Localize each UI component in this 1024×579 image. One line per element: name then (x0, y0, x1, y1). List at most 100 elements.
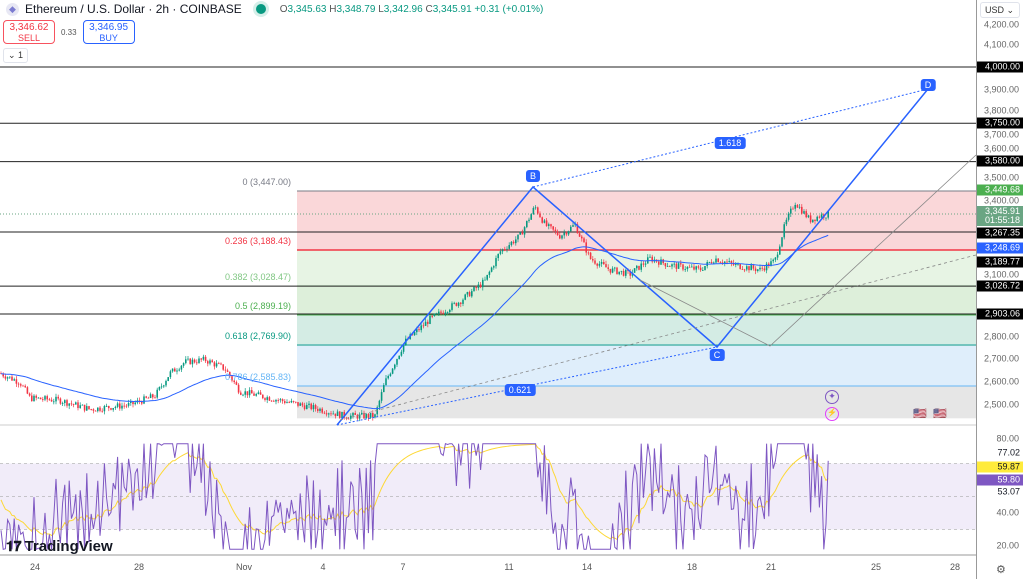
candle-body (416, 329, 418, 333)
candle-body (20, 384, 22, 386)
indicators-collapse-button[interactable]: ⌄ 1 (3, 48, 29, 63)
settings-icon[interactable]: ⚙ (996, 564, 1006, 576)
candle-body (757, 269, 759, 271)
sell-button[interactable]: 3,346.62 SELL (3, 20, 55, 44)
candle-body (798, 206, 801, 208)
candle-body (182, 363, 185, 366)
candle-body (532, 207, 535, 215)
candle-body (539, 213, 541, 218)
candle-body (796, 204, 799, 208)
candle-body (288, 402, 290, 403)
candle-body (721, 262, 724, 264)
price-tag: 3,449.68 (977, 184, 1023, 196)
fib-level-label: 0 (3,447.00) (242, 177, 291, 187)
candle-body (251, 390, 253, 394)
candle-body (748, 266, 750, 271)
candle-body (422, 325, 425, 327)
candle-body (174, 368, 176, 372)
price-axis-label: 3,700.00 (983, 129, 1019, 140)
candle-body (741, 268, 744, 270)
candle-body (55, 396, 57, 402)
candle-body (574, 224, 576, 226)
candle-body (204, 356, 207, 362)
price-axis-label: 3,500.00 (983, 172, 1019, 183)
candle-body (688, 266, 691, 268)
candle-body (178, 369, 180, 371)
candle-body (33, 395, 35, 402)
candle-body (640, 263, 642, 270)
candle-body (226, 370, 229, 372)
candle-body (211, 360, 213, 363)
candle-body (11, 376, 13, 381)
price-chart[interactable] (0, 0, 976, 579)
currency-select[interactable]: USD ⌄ (980, 2, 1020, 18)
candle-body (792, 208, 794, 210)
candle-body (622, 270, 625, 276)
candle-body (70, 403, 73, 405)
candle-body (125, 405, 128, 407)
candle-body (728, 260, 730, 262)
candle-body (528, 219, 530, 221)
candle-body (264, 398, 266, 400)
candle-body (64, 400, 66, 404)
candle-body (814, 219, 816, 222)
candle-body (394, 364, 396, 369)
candle-body (101, 410, 103, 412)
candle-body (460, 302, 462, 304)
price-tag: 3,750.00 (977, 117, 1023, 129)
candle-body (4, 376, 7, 379)
candle-body (411, 334, 414, 336)
event-icon[interactable]: ✦ (825, 390, 839, 404)
candle-body (772, 259, 774, 262)
candle-body (774, 257, 777, 260)
candle-body (81, 404, 84, 406)
candle-body (519, 232, 521, 235)
candle-body (319, 408, 321, 412)
event-icon[interactable]: ⚡ (825, 407, 839, 421)
candle-body (680, 263, 682, 265)
candle-body (59, 398, 62, 404)
candle-body (354, 413, 356, 415)
market-status-icon[interactable] (255, 4, 266, 14)
candle-body (341, 411, 343, 418)
candle-body (277, 399, 279, 401)
candle-body (482, 279, 484, 288)
candle-body (816, 216, 818, 222)
rsi-tag: 59.80 (977, 474, 1023, 486)
symbol-title[interactable]: Ethereum / U.S. Dollar · 2h · COINBASE (25, 2, 242, 16)
candle-body (435, 313, 438, 315)
candle-body (24, 385, 26, 388)
buy-button[interactable]: 3,346.95 BUY (82, 20, 135, 44)
candle-body (589, 252, 592, 260)
candle-body (297, 402, 299, 406)
price-axis-label: 3,800.00 (983, 105, 1019, 116)
candle-body (552, 226, 554, 230)
price-axis-label: 2,500.00 (983, 399, 1019, 409)
candle-body (812, 219, 814, 223)
candle-body (262, 394, 264, 399)
candle-body (389, 373, 392, 377)
candle-body (402, 344, 405, 352)
candle-body (433, 313, 436, 316)
spread: 0.33 (61, 27, 77, 37)
price-tag: 3,345.91 01:55:18 (977, 206, 1023, 226)
candle-body (378, 400, 381, 408)
candle-body (248, 390, 251, 396)
candle-body (130, 401, 132, 404)
candle-body (0, 373, 2, 375)
pattern-ratio-label: 1.618 (714, 137, 746, 149)
candle-body (171, 368, 174, 372)
price-axis-label: 2,600.00 (983, 376, 1019, 387)
candle-body (818, 216, 821, 218)
candle-body (149, 394, 152, 398)
candle-body (462, 299, 464, 304)
candle-body (158, 386, 161, 390)
us-economic-event-icon[interactable]: 🇺🇸 (913, 408, 927, 420)
candle-body (328, 413, 330, 415)
candle-body (559, 235, 561, 239)
candle-body (31, 395, 33, 402)
candle-body (735, 263, 737, 265)
candle-body (44, 396, 46, 400)
candle-body (827, 211, 829, 218)
us-economic-event-icon[interactable]: 🇺🇸 (933, 408, 947, 420)
